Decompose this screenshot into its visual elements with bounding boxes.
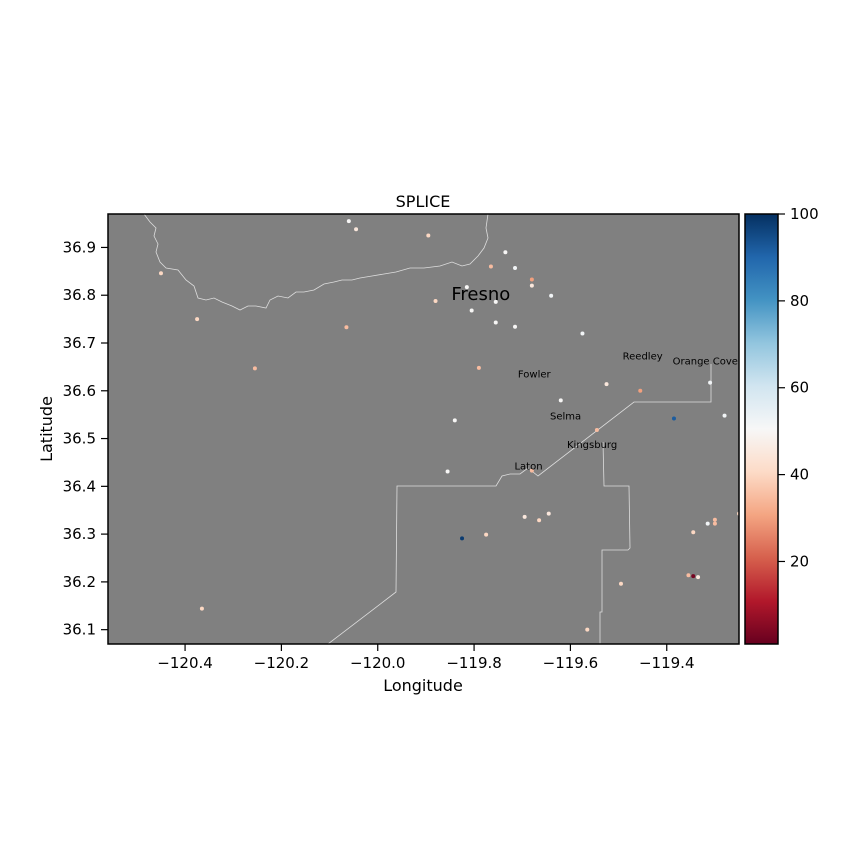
station-point [252,366,257,371]
station-point [594,427,599,432]
station-point [712,517,717,522]
station-point [522,514,527,519]
station-point [529,468,534,473]
station-point [580,331,585,336]
county-line-south [327,364,712,644]
station-point [346,219,351,224]
city-label: Fresno [451,284,510,305]
station-point [513,265,518,270]
station-point [638,388,643,393]
station-point [354,227,359,232]
map-background [108,214,739,644]
y-tick-label: 36.8 [63,286,96,304]
y-axis: 36.1 36.2 36.3 36.4 36.5 36.6 36.7 36.8 36.9 [63,238,108,639]
station-point [708,380,713,385]
city-label: Selma [550,411,581,422]
x-tick-label: −120.2 [254,654,310,672]
station-point [426,233,431,238]
station-point [691,574,696,579]
chart-title: SPLICE [396,192,451,211]
x-tick-label: −119.8 [446,654,502,672]
station-point [469,308,474,313]
station-point [604,382,609,387]
colorbar-tick-label: 20 [790,552,809,570]
city-label: Orange Cove [673,357,738,368]
y-tick-label: 36.1 [63,621,96,639]
station-point [691,530,696,535]
colorbar-frame [744,213,779,645]
colorbar-tick-label: 60 [790,379,809,397]
y-tick-label: 36.4 [63,477,96,495]
river-boundary [143,214,489,311]
y-tick-label: 36.3 [63,525,96,543]
station-point [195,317,200,322]
y-tick-label: 36.6 [63,382,96,400]
station-point [493,320,498,325]
station-point [464,285,469,290]
station-point [503,250,508,255]
colorbar-tick-label: 100 [790,205,819,223]
plot-frame [107,213,740,645]
y-tick-label: 36.5 [63,430,96,448]
station-point [537,518,542,523]
city-labels: Fresno Fowler Selma Kingsburg Laton Reedley Or… [451,284,738,473]
station-point [671,416,676,421]
colorbar-ticks: 20 40 60 80 100 [778,205,819,570]
station-point [476,365,481,370]
city-label: Laton [514,462,542,473]
station-point [488,264,493,269]
colorbar-tick-label: 80 [790,292,809,310]
x-tick-label: −120.0 [350,654,406,672]
station-point [558,398,563,403]
station-point [484,532,489,537]
station-point [712,521,717,526]
county-boundaries [143,214,712,644]
station-point [686,573,691,578]
stations-layer [158,219,739,632]
city-label: Kingsburg [567,440,617,451]
station-point [705,521,710,526]
station-point [696,575,701,580]
station-point [445,469,450,474]
station-point [344,325,349,330]
station-point [529,277,534,282]
station-point [452,418,457,423]
x-tick-label: −119.6 [543,654,599,672]
county-line-east [599,441,631,644]
station-point [722,413,727,418]
station-point [460,536,465,541]
station-point [546,511,551,516]
colorbar-gradient [745,214,778,644]
colorbar: 20 40 60 80 100 [744,205,819,645]
y-tick-label: 36.7 [63,334,96,352]
station-point [158,271,163,276]
x-tick-label: −119.4 [639,654,695,672]
station-point [549,293,554,298]
y-tick-label: 36.2 [63,573,96,591]
city-label: Reedley [623,352,663,363]
station-point [433,298,438,303]
x-tick-label: −120.4 [157,654,213,672]
y-tick-label: 36.9 [63,238,96,256]
y-axis-label: Latitude [37,396,56,462]
station-point [513,324,518,329]
station-point [199,606,204,611]
x-axis: −120.4 −120.2 −120.0 −119.8 −119.6 −119.4 [157,644,695,672]
station-point [493,299,498,304]
station-point [585,627,590,632]
station-point [618,581,623,586]
station-point [529,283,534,288]
colorbar-tick-label: 40 [790,466,809,484]
city-label: Fowler [518,369,552,380]
x-axis-label: Longitude [383,676,463,695]
